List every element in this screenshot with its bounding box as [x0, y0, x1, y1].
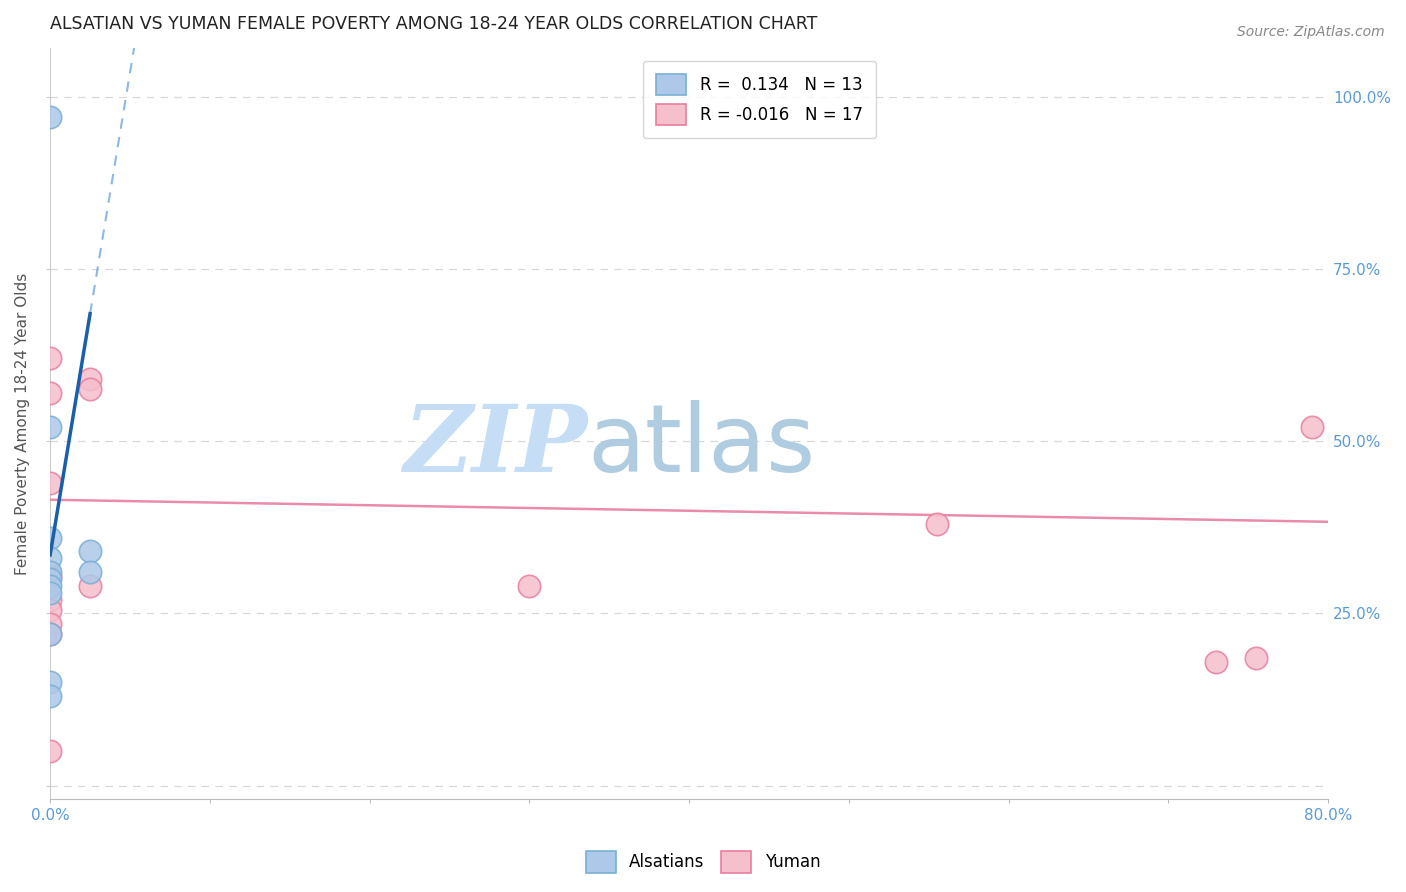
Point [519, 579, 541, 593]
Point [39, 475, 62, 490]
Text: ZIP: ZIP [402, 401, 586, 491]
Point [1205, 655, 1227, 669]
Point [39, 627, 62, 641]
Point [39, 565, 62, 579]
Y-axis label: Female Poverty Among 18-24 Year Olds: Female Poverty Among 18-24 Year Olds [15, 273, 30, 575]
Point [39, 111, 62, 125]
Point [39, 579, 62, 593]
Point [39, 603, 62, 617]
Point [925, 516, 948, 531]
Point [39, 386, 62, 401]
Point [39, 586, 62, 600]
Text: atlas: atlas [586, 401, 815, 492]
Point [39, 689, 62, 703]
Point [79, 544, 101, 558]
Point [39, 551, 62, 566]
Point [39, 592, 62, 607]
Point [79, 565, 101, 579]
Text: ALSATIAN VS YUMAN FEMALE POVERTY AMONG 18-24 YEAR OLDS CORRELATION CHART: ALSATIAN VS YUMAN FEMALE POVERTY AMONG 1… [51, 15, 817, 33]
Point [79, 383, 101, 397]
Legend: R =  0.134   N = 13, R = -0.016   N = 17: R = 0.134 N = 13, R = -0.016 N = 17 [643, 61, 876, 138]
Point [39, 744, 62, 758]
Point [79, 372, 101, 386]
Point [39, 572, 62, 586]
Point [39, 531, 62, 545]
Point [39, 627, 62, 641]
Point [39, 616, 62, 631]
Point [79, 579, 101, 593]
Point [39, 568, 62, 582]
Point [1301, 420, 1323, 434]
Point [39, 351, 62, 366]
Point [1244, 651, 1267, 665]
Point [39, 420, 62, 434]
Text: Source: ZipAtlas.com: Source: ZipAtlas.com [1237, 25, 1385, 39]
Legend: Alsatians, Yuman: Alsatians, Yuman [579, 845, 827, 880]
Point [39, 675, 62, 690]
